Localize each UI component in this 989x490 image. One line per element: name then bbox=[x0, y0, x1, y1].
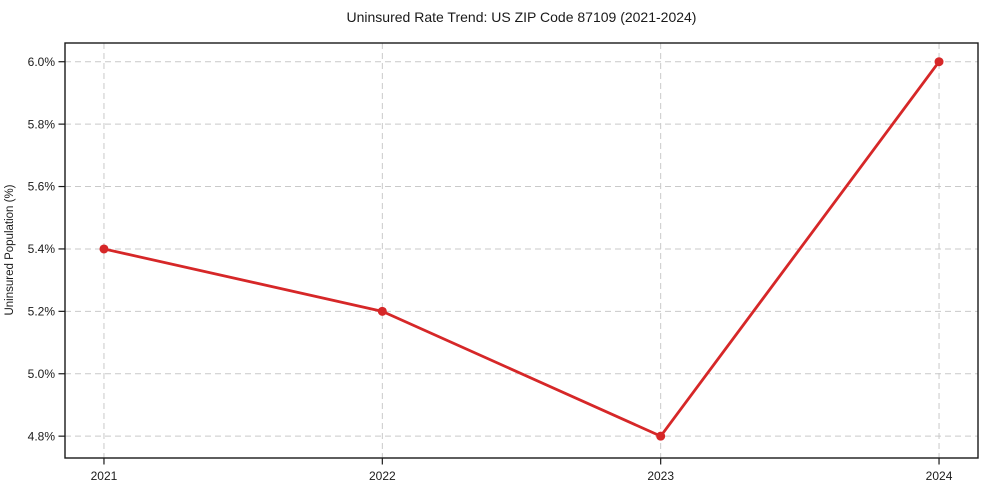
y-tick-label: 5.2% bbox=[28, 305, 56, 319]
trend-line bbox=[102, 60, 941, 438]
y-tick-label: 5.4% bbox=[28, 242, 56, 256]
y-tick-label: 4.8% bbox=[28, 429, 56, 443]
data-point-marker bbox=[934, 57, 944, 67]
x-tick-label: 2023 bbox=[647, 469, 674, 483]
y-tick-label: 6.0% bbox=[28, 55, 56, 69]
data-point-marker bbox=[656, 431, 666, 441]
plot-background bbox=[65, 43, 978, 458]
y-tick-label: 5.6% bbox=[28, 180, 56, 194]
x-tick-label: 2024 bbox=[926, 469, 953, 483]
x-tick-label: 2022 bbox=[369, 469, 396, 483]
plot-frame bbox=[64, 42, 979, 459]
x-tick-label: 2021 bbox=[91, 469, 118, 483]
data-point-marker bbox=[377, 306, 387, 316]
chart-title: Uninsured Rate Trend: US ZIP Code 87109 … bbox=[346, 9, 697, 25]
y-tick-label: 5.8% bbox=[28, 117, 56, 131]
y-tick-label: 5.0% bbox=[28, 367, 56, 381]
data-point-marker bbox=[99, 244, 109, 254]
